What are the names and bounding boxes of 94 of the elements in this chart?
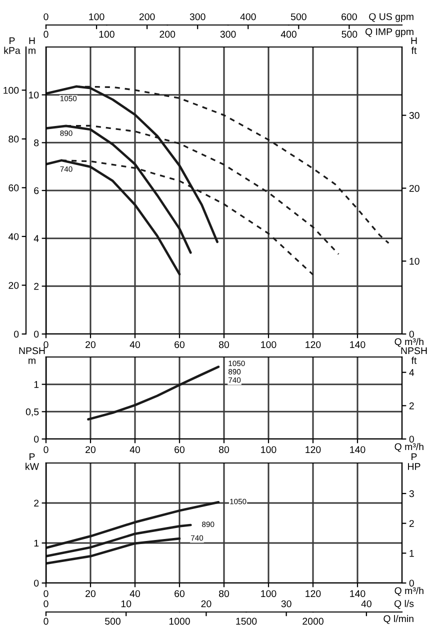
y-tick-label: 2 bbox=[34, 282, 39, 290]
x-tick-label: 40 bbox=[130, 590, 140, 598]
y-tick-label: 1 bbox=[34, 381, 39, 388]
x-tick-label: 60 bbox=[174, 341, 185, 348]
x2-tick-label: 200 bbox=[139, 13, 155, 20]
x2-tick-label: 300 bbox=[190, 13, 206, 20]
x2-tick-label: 30 bbox=[281, 600, 292, 608]
y-tick-label: 0 bbox=[34, 436, 39, 443]
x-tick-label: 140 bbox=[350, 446, 366, 454]
y-tick-label: 0 bbox=[34, 580, 39, 587]
line-series bbox=[87, 366, 220, 420]
y-tick-label: 0,5 bbox=[26, 408, 39, 416]
text: 500 bbox=[342, 30, 358, 38]
y2-tick-label: 0 bbox=[409, 580, 414, 587]
text: 1500 bbox=[236, 618, 257, 625]
y2-axis-title: NPSH ft bbox=[401, 347, 427, 364]
x-tick-label: 20 bbox=[86, 446, 96, 454]
y2-tick-label: 30 bbox=[409, 112, 420, 119]
x2-tick-label: 0 bbox=[44, 600, 48, 608]
x-tick-label: 80 bbox=[219, 590, 230, 598]
y2-tick-label: 20 bbox=[409, 184, 420, 192]
x-tick-label: 120 bbox=[306, 590, 321, 598]
y-tick-label: 0 bbox=[34, 330, 39, 338]
y3-tick-label: 60 bbox=[8, 184, 19, 192]
x-tick-label: 80 bbox=[219, 446, 230, 454]
text: 2000 bbox=[302, 618, 324, 625]
x2-tick-label: 100 bbox=[89, 13, 104, 20]
y2-tick-label: 0 bbox=[409, 330, 414, 338]
x2-tick-label: 0 bbox=[44, 13, 48, 20]
text: 300 bbox=[220, 30, 236, 38]
x-axis-title: Q m³/h bbox=[394, 587, 424, 596]
y-tick-label: 1 bbox=[34, 540, 39, 547]
x2-tick-label: 20 bbox=[201, 600, 212, 608]
x2-tick-label: 400 bbox=[240, 13, 256, 20]
y2-tick-label: 10 bbox=[410, 258, 420, 265]
x-tick-label: 120 bbox=[306, 446, 321, 454]
y2-tick-label: 3 bbox=[409, 490, 414, 498]
x-axis-title: Q m³/h bbox=[394, 338, 424, 347]
x-tick-label: 100 bbox=[261, 446, 276, 454]
text: 100 bbox=[99, 30, 114, 38]
y2-tick-label: 0 bbox=[409, 436, 414, 443]
y3-tick-label: 100 bbox=[4, 86, 19, 94]
x-tick-label: 60 bbox=[174, 590, 185, 598]
text: 200 bbox=[160, 30, 176, 38]
text: Q l/min bbox=[384, 615, 414, 624]
y3-tick-label: 80 bbox=[8, 136, 19, 143]
text: 0 bbox=[44, 30, 48, 38]
x-tick-label: 0 bbox=[44, 590, 48, 598]
line-series bbox=[46, 524, 192, 558]
text: 500 bbox=[105, 618, 120, 625]
y2-tick-label: 1 bbox=[410, 550, 414, 557]
y-axis-title: H m bbox=[28, 37, 36, 54]
y-axis-title: NPSH m bbox=[19, 347, 45, 364]
y2-tick-label: 2 bbox=[409, 520, 414, 527]
x-tick-label: 100 bbox=[261, 341, 276, 348]
text: 400 bbox=[280, 30, 296, 38]
x-tick-label: 0 bbox=[44, 341, 48, 348]
y2-axis-title: H ft bbox=[411, 37, 417, 54]
x-tick-label: 120 bbox=[306, 341, 321, 348]
y-tick-label: 2 bbox=[34, 500, 39, 507]
x2-tick-label: 600 bbox=[342, 13, 357, 20]
y2-tick-label: 2 bbox=[409, 402, 414, 410]
x2-axis-title: Q l/s bbox=[394, 600, 414, 609]
x-tick-label: 40 bbox=[130, 341, 140, 348]
x-tick-label: 140 bbox=[350, 590, 366, 598]
x2-tick-label: 10 bbox=[121, 600, 132, 608]
x-axis-title: Q m³/h bbox=[394, 443, 424, 452]
y2-tick-label: 4 bbox=[409, 369, 414, 376]
y3-tick-label: 20 bbox=[8, 282, 19, 289]
x2-tick-label: 500 bbox=[290, 13, 306, 20]
line-series bbox=[46, 501, 220, 549]
x-tick-label: 60 bbox=[174, 446, 185, 454]
y-tick-label: 10 bbox=[28, 92, 39, 98]
y3-tick-label: 0 bbox=[14, 330, 19, 338]
y2-axis-title: P HP bbox=[408, 453, 420, 470]
x-tick-label: 100 bbox=[261, 590, 276, 598]
x-tick-label: 80 bbox=[219, 341, 230, 348]
x-tick-label: 0 bbox=[44, 446, 48, 454]
x-tick-label: 20 bbox=[86, 590, 96, 598]
y-axis-title: P kW bbox=[26, 453, 39, 470]
text: 1000 bbox=[169, 618, 190, 625]
x-tick-label: 40 bbox=[130, 446, 140, 454]
y-tick-label: 4 bbox=[34, 235, 39, 242]
y-tick-label: 6 bbox=[34, 187, 39, 194]
x2-tick-label: 40 bbox=[361, 600, 372, 608]
text: Q IMP gpm bbox=[365, 28, 414, 38]
y3-axis-title: P kPa bbox=[4, 37, 20, 54]
text: 0 bbox=[44, 618, 48, 625]
x-tick-label: 20 bbox=[86, 341, 96, 348]
y3-tick-label: 40 bbox=[8, 233, 19, 240]
x-tick-label: 140 bbox=[350, 341, 366, 348]
x2-axis-title: Q US gpm bbox=[369, 13, 414, 22]
line-series bbox=[46, 537, 181, 565]
y-tick-label: 8 bbox=[34, 139, 39, 146]
